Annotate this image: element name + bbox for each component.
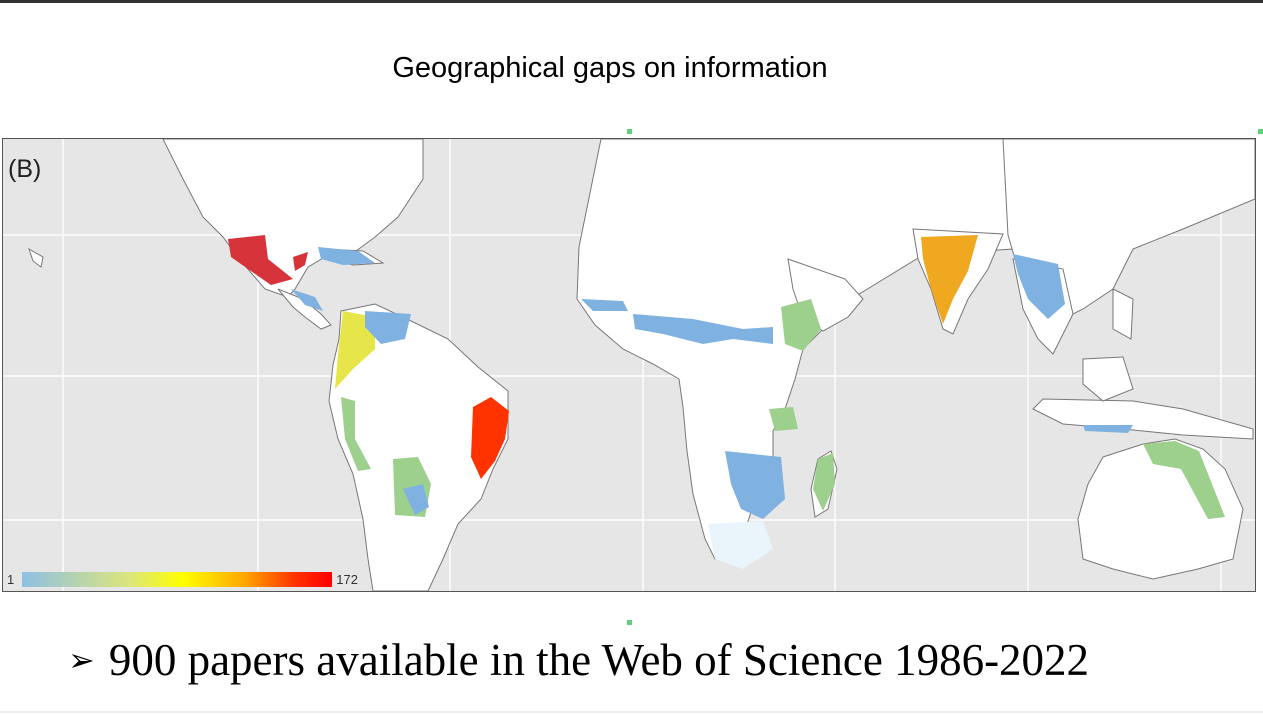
- bullet-text: 900 papers available in the Web of Scien…: [108, 635, 1090, 685]
- north-america: [162, 139, 424, 298]
- world-map: [3, 139, 1255, 591]
- patch-ne-brazil: [471, 397, 509, 479]
- patch-yucatan: [293, 252, 308, 271]
- indonesia: [1032, 398, 1254, 440]
- resize-handle-top[interactable]: [627, 129, 632, 134]
- borneo: [1082, 356, 1134, 402]
- patch-south-africa: [708, 521, 773, 569]
- arrow-bullet-icon: ➢: [68, 641, 95, 679]
- patch-madagascar: [813, 453, 835, 511]
- patch-venezuela: [365, 311, 411, 344]
- patch-sahel: [633, 314, 773, 344]
- bottom-rule: [0, 711, 1263, 713]
- legend-gradient-bar: [22, 571, 333, 587]
- legend-max-label: 172: [336, 571, 358, 587]
- legend-min-label: 1: [7, 571, 15, 587]
- patch-caribbean: [318, 247, 375, 265]
- panel-label: (B): [8, 155, 42, 183]
- south-america: [328, 303, 509, 591]
- color-legend: 1 172: [7, 571, 358, 587]
- patch-pantanal: [403, 484, 429, 515]
- patch-australia-north: [1143, 441, 1225, 519]
- patch-central-america: [291, 289, 323, 311]
- slide-title: Geographical gaps on information: [392, 52, 828, 84]
- study-density-patches: [228, 235, 1225, 569]
- patch-east-africa: [769, 407, 798, 431]
- bullet-point: ➢ 900 papers available in the Web of Sci…: [68, 634, 1089, 686]
- hawaii: [28, 247, 44, 268]
- resize-handle-right[interactable]: [1258, 129, 1263, 134]
- patch-ethiopia: [781, 299, 821, 351]
- patch-indochina: [1013, 254, 1065, 319]
- map-panel: (B) 1 172: [2, 138, 1256, 592]
- patch-india: [921, 235, 978, 324]
- land-masses: [28, 139, 1255, 591]
- philippines: [1112, 288, 1134, 340]
- resize-handle-bottom[interactable]: [627, 620, 632, 625]
- patch-mexico: [228, 235, 293, 285]
- top-border: [0, 0, 1263, 3]
- patch-java: [1083, 425, 1133, 433]
- patch-colombia: [335, 311, 375, 389]
- patch-sahel-west: [581, 299, 628, 311]
- patch-peru: [341, 397, 371, 471]
- patch-southern-africa: [725, 451, 785, 519]
